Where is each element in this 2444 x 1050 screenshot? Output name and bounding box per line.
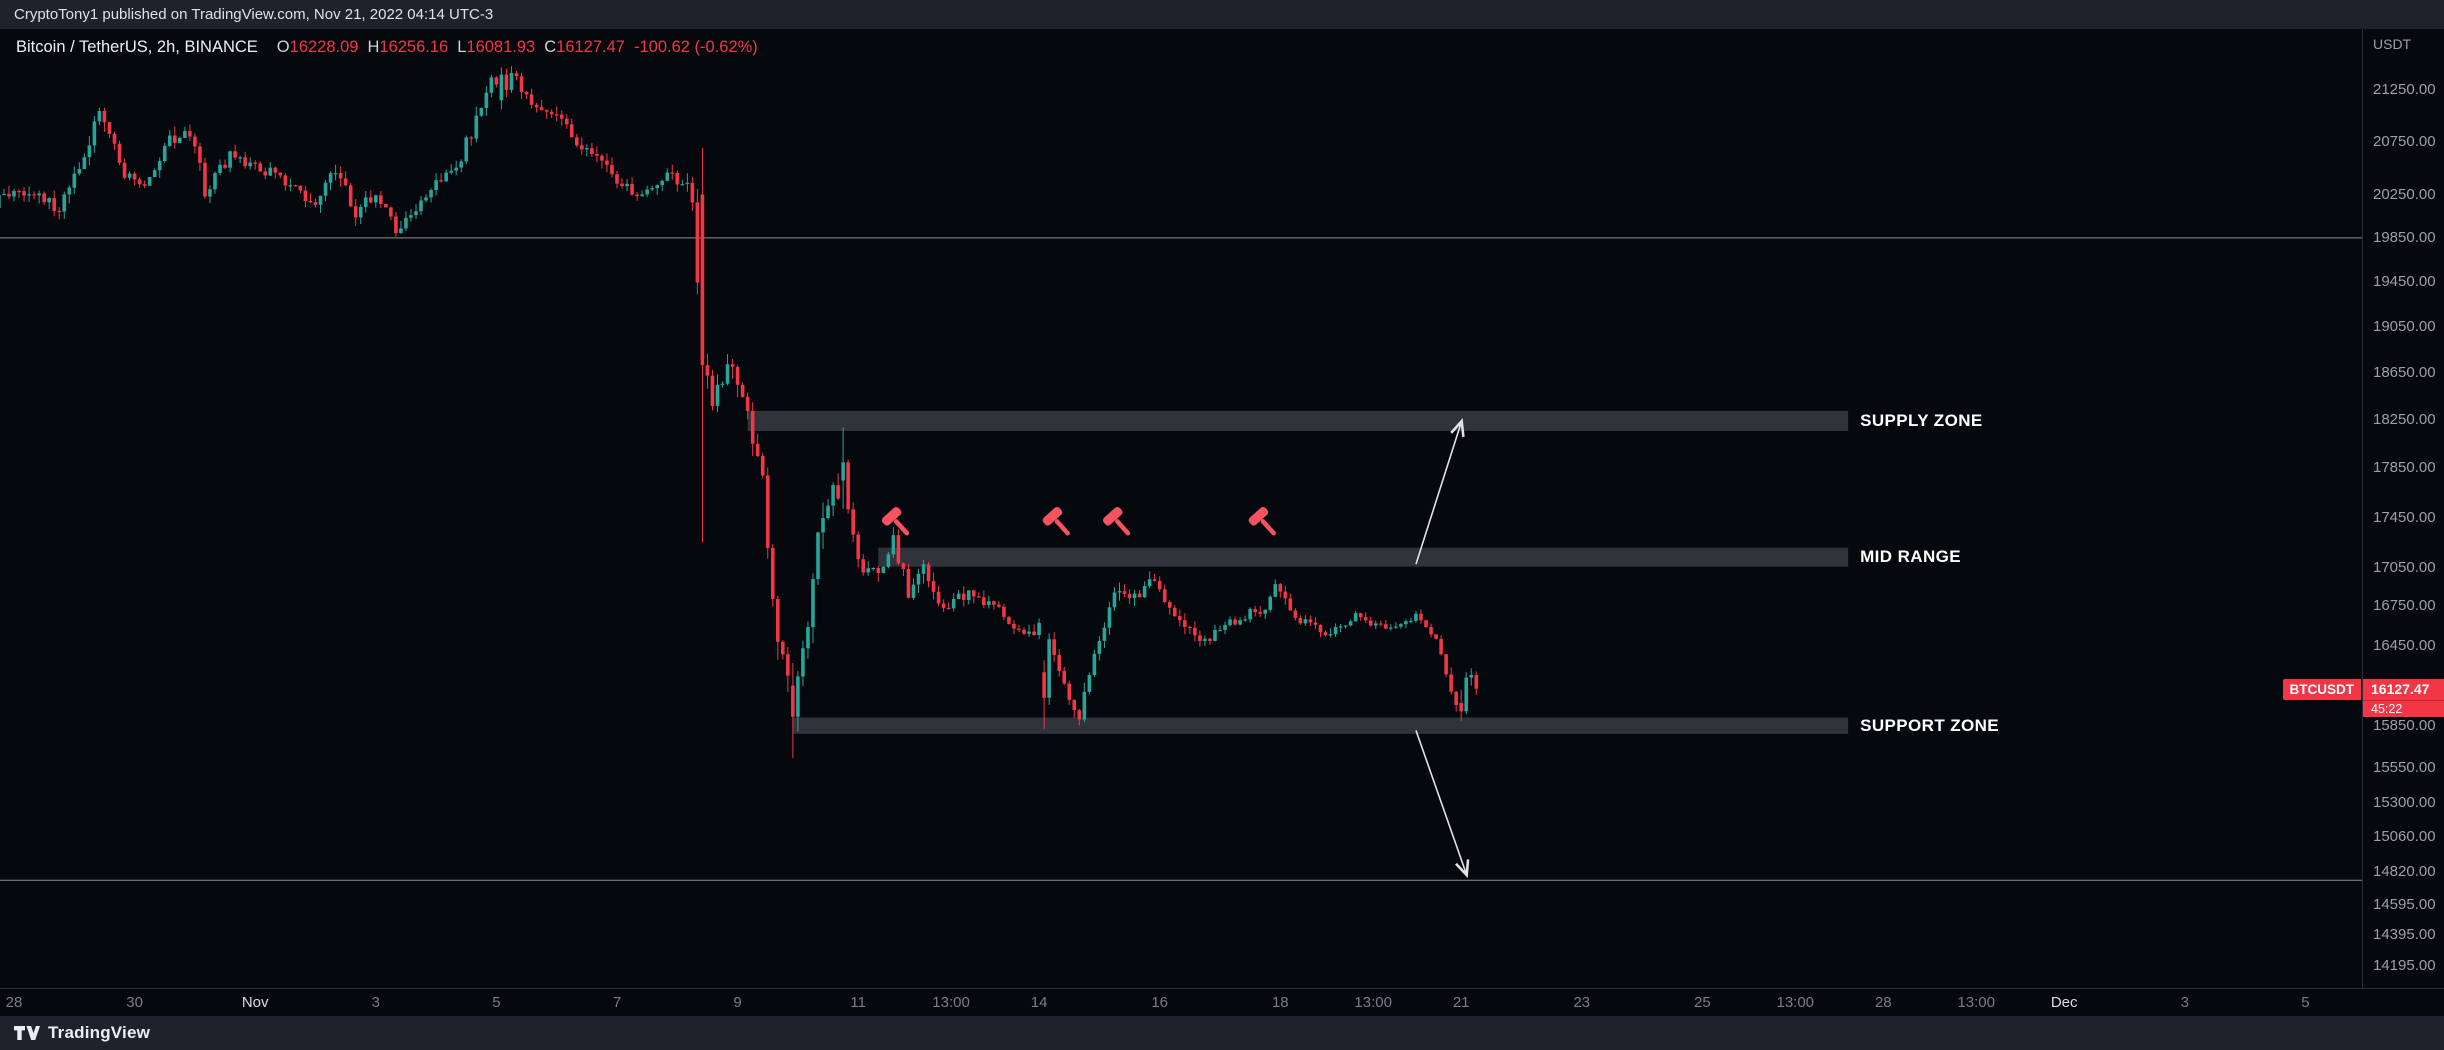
price-tick: 15300.00: [2373, 793, 2436, 811]
zones-layer: [747, 410, 1849, 734]
price-tick: 18250.00: [2373, 411, 2436, 429]
gavel-markers-layer: [880, 505, 1284, 543]
time-tick: 28: [1874, 994, 1892, 1011]
price-tick: 19850.00: [2373, 228, 2436, 246]
price-tick: 14195.00: [2373, 956, 2436, 974]
tradingview-wordmark[interactable]: TradingView: [48, 1023, 151, 1042]
time-tick: 13:00: [932, 994, 970, 1011]
price-tick: 15060.00: [2373, 828, 2436, 846]
ohlc-close-label: C: [544, 38, 557, 56]
ohlc-low-value: 16081.93: [466, 38, 536, 56]
time-tick: 13:00: [1776, 994, 1815, 1011]
time-tick: 16: [1151, 994, 1169, 1011]
bottom-bar: TradingView: [0, 1016, 2444, 1050]
zone-band-0: [747, 410, 1849, 432]
ohlc-high-value: 16256.16: [379, 38, 449, 56]
last-price-badge: 16127.47 45:22: [2363, 678, 2444, 717]
time-tick: Nov: [241, 994, 269, 1011]
price-axis[interactable]: USDT 21250.00 20750.00 20250.00 19850.00 194…: [2362, 29, 2444, 988]
legend-change: -100.62 (-0.62%): [633, 38, 758, 56]
tradingview-logo-icon[interactable]: [14, 1024, 40, 1042]
time-tick: 11: [850, 994, 866, 1011]
price-tick: 14820.00: [2373, 863, 2436, 881]
publish-bar: CryptoTony1 published on TradingView.com…: [0, 0, 2444, 29]
arrow-up: [1415, 418, 1465, 565]
hlines-layer: [0, 237, 2362, 881]
arrows-layer: [1415, 418, 1470, 879]
price-tick: 18650.00: [2373, 364, 2436, 382]
price-tick: 20250.00: [2373, 185, 2436, 203]
time-tick: 30: [126, 994, 143, 1011]
time-tick: 21: [1452, 994, 1470, 1011]
axis-currency-label: USDT: [2373, 36, 2412, 52]
price-tick: 20750.00: [2373, 132, 2436, 150]
chart-pane[interactable]: Bitcoin / TetherUS, 2h, BINANCE O 16228.0…: [0, 29, 2444, 988]
time-tick: Dec: [2050, 994, 2078, 1011]
time-tick: 3: [2180, 994, 2189, 1011]
time-tick: 13:00: [1354, 994, 1392, 1011]
ohlc-open-label: O: [276, 38, 290, 56]
price-tick: 15850.00: [2373, 717, 2436, 735]
legend-symbol[interactable]: Bitcoin / TetherUS, 2h, BINANCE: [16, 38, 258, 56]
gavel-icon: [1101, 505, 1138, 543]
arrow-down: [1415, 730, 1470, 879]
zone-band-2: [792, 717, 1849, 734]
legend: Bitcoin / TetherUS, 2h, BINANCE O 16228.0…: [16, 38, 758, 57]
price-tick: 14395.00: [2373, 926, 2436, 944]
time-tick: 5: [2301, 994, 2310, 1011]
price-tick: 17050.00: [2373, 558, 2436, 576]
zone-band-1: [878, 547, 1849, 567]
ohlc-low-label: L: [457, 38, 467, 56]
ohlc-close-value: 16127.47: [556, 38, 625, 56]
gavel-icon: [1247, 505, 1284, 543]
last-price-value: 16127.47: [2371, 680, 2430, 697]
price-tick: 16750.00: [2373, 597, 2436, 615]
time-tick: 25: [1694, 994, 1711, 1011]
price-tick: 17450.00: [2373, 508, 2436, 526]
price-tick: 21250.00: [2373, 80, 2436, 98]
price-tick: 16450.00: [2373, 636, 2436, 654]
candles-layer: [0, 66, 1479, 759]
price-tick: 19450.00: [2373, 273, 2436, 291]
ohlc-open-value: 16228.09: [289, 38, 359, 56]
time-tick: 28: [5, 994, 23, 1011]
time-tick: 14: [1030, 994, 1048, 1011]
bar-countdown: 45:22: [2363, 699, 2444, 717]
symbol-price-label: BTCUSDT: [2282, 678, 2361, 700]
time-tick: 23: [1573, 994, 1591, 1011]
publish-text: CryptoTony1 published on TradingView.com…: [14, 6, 494, 23]
time-tick: 5: [492, 994, 501, 1011]
time-tick: 3: [371, 994, 380, 1011]
price-tick: 17850.00: [2373, 459, 2436, 477]
time-tick: 13:00: [1957, 994, 1995, 1011]
price-tick: 15550.00: [2373, 758, 2436, 776]
time-tick: 18: [1271, 994, 1289, 1011]
time-tick: 7: [612, 994, 622, 1011]
price-tick: 14595.00: [2373, 896, 2436, 914]
price-tick: 19050.00: [2373, 318, 2436, 336]
ohlc-high-label: H: [367, 38, 380, 56]
candlestick-chart[interactable]: [0, 29, 2362, 988]
time-axis[interactable]: 28 30 Nov 3 5 7 9 11 13:00 14 16 18 13:00 21 23 25 13:00…: [0, 988, 2444, 1016]
time-tick: 9: [733, 994, 742, 1011]
gavel-icon: [1041, 505, 1078, 543]
